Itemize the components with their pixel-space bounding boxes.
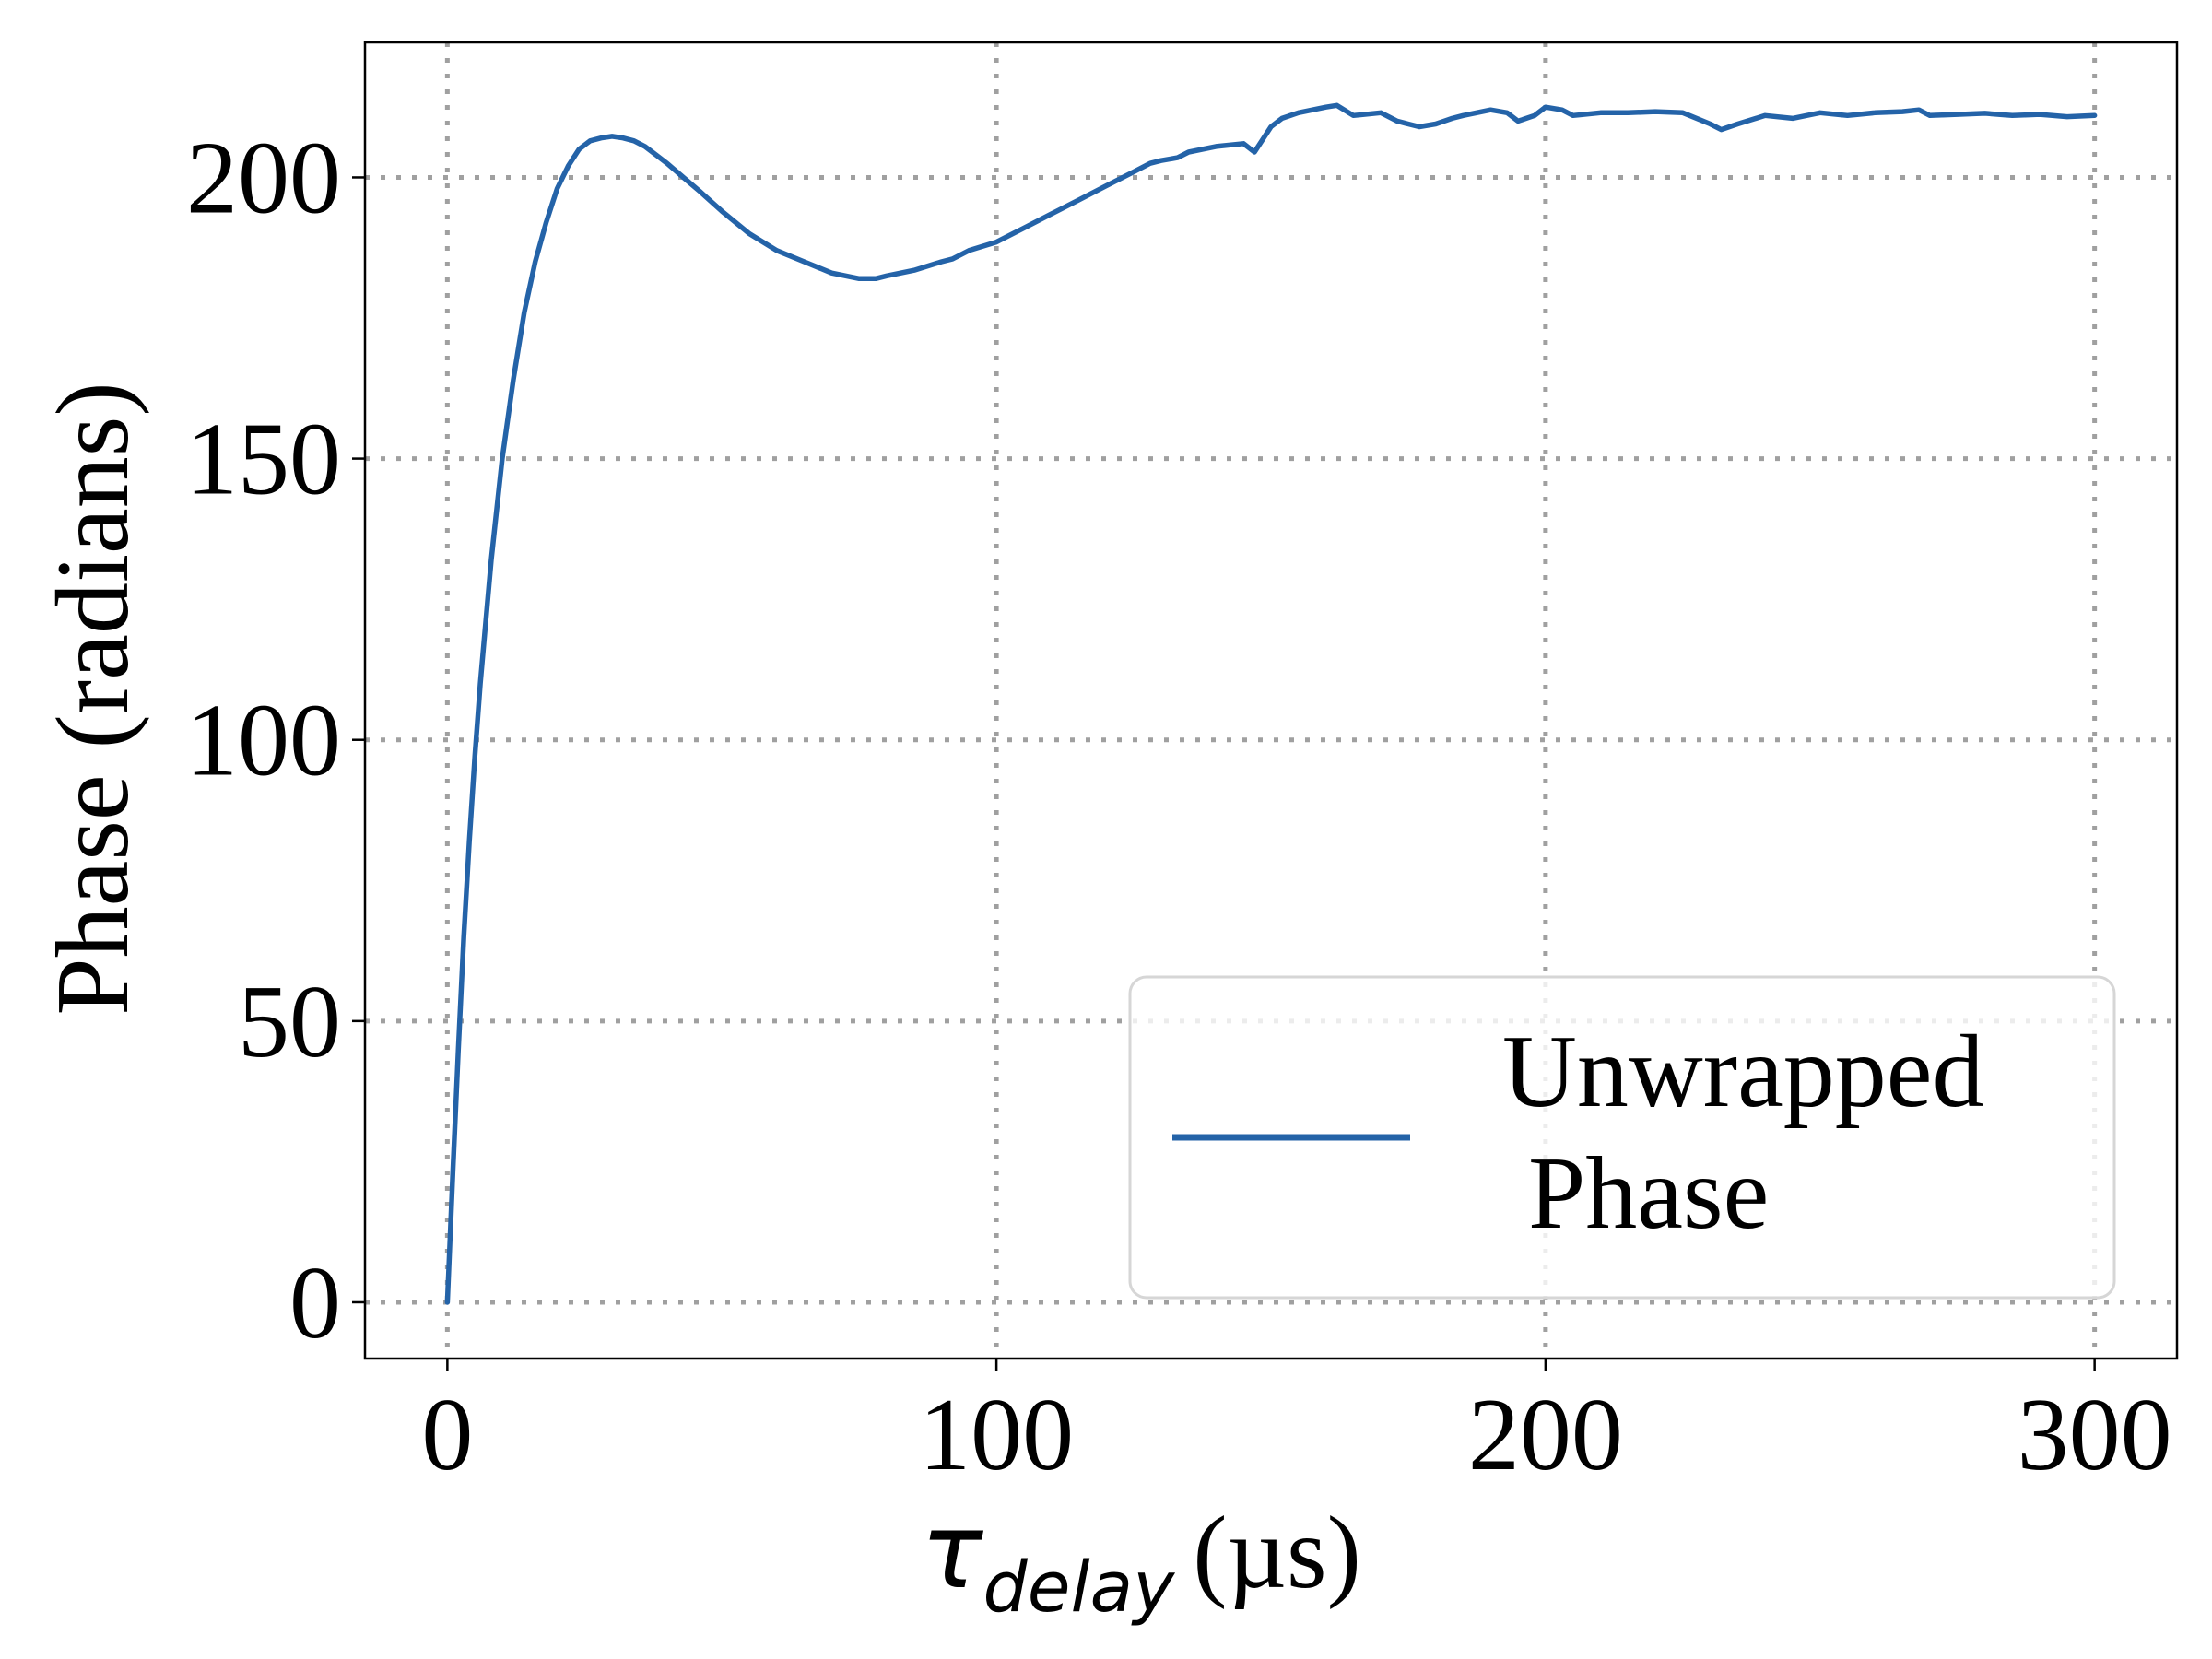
y-tick-label: 100 [186,684,341,798]
x-tick-label: 300 [2018,1378,2172,1492]
legend-box [1128,975,2116,1300]
legend-label-line-2: Phase [1502,1136,1769,1251]
x-axis-label: τdelay (µs) [921,1492,1361,1628]
series-line-unwrapped-phase [444,102,2098,1305]
ticks: 0 100 200 300 0 50 100 150 200 [186,121,2172,1492]
tau-symbol: τ [921,1492,983,1612]
grid [365,42,2177,1359]
x-tick-label: 100 [919,1378,1074,1492]
y-tick-label: 150 [186,403,341,517]
y-axis-label: Phase (radians) [36,382,150,1015]
legend-label-line-1: Unwrapped [1502,1015,1983,1129]
plot-frame [363,41,2179,1360]
legend: Unwrapped Phase [1128,975,2116,1300]
x-tick-label: 0 [421,1378,473,1492]
tau-subscript: delay [983,1546,1176,1628]
x-tick-label: 200 [1468,1378,1623,1492]
series [444,102,2098,1305]
y-tick-label: 50 [238,965,341,1079]
y-tick-label: 0 [289,1246,341,1360]
x-axis-unit: (µs) [1193,1496,1361,1610]
y-tick-label: 200 [186,121,341,235]
